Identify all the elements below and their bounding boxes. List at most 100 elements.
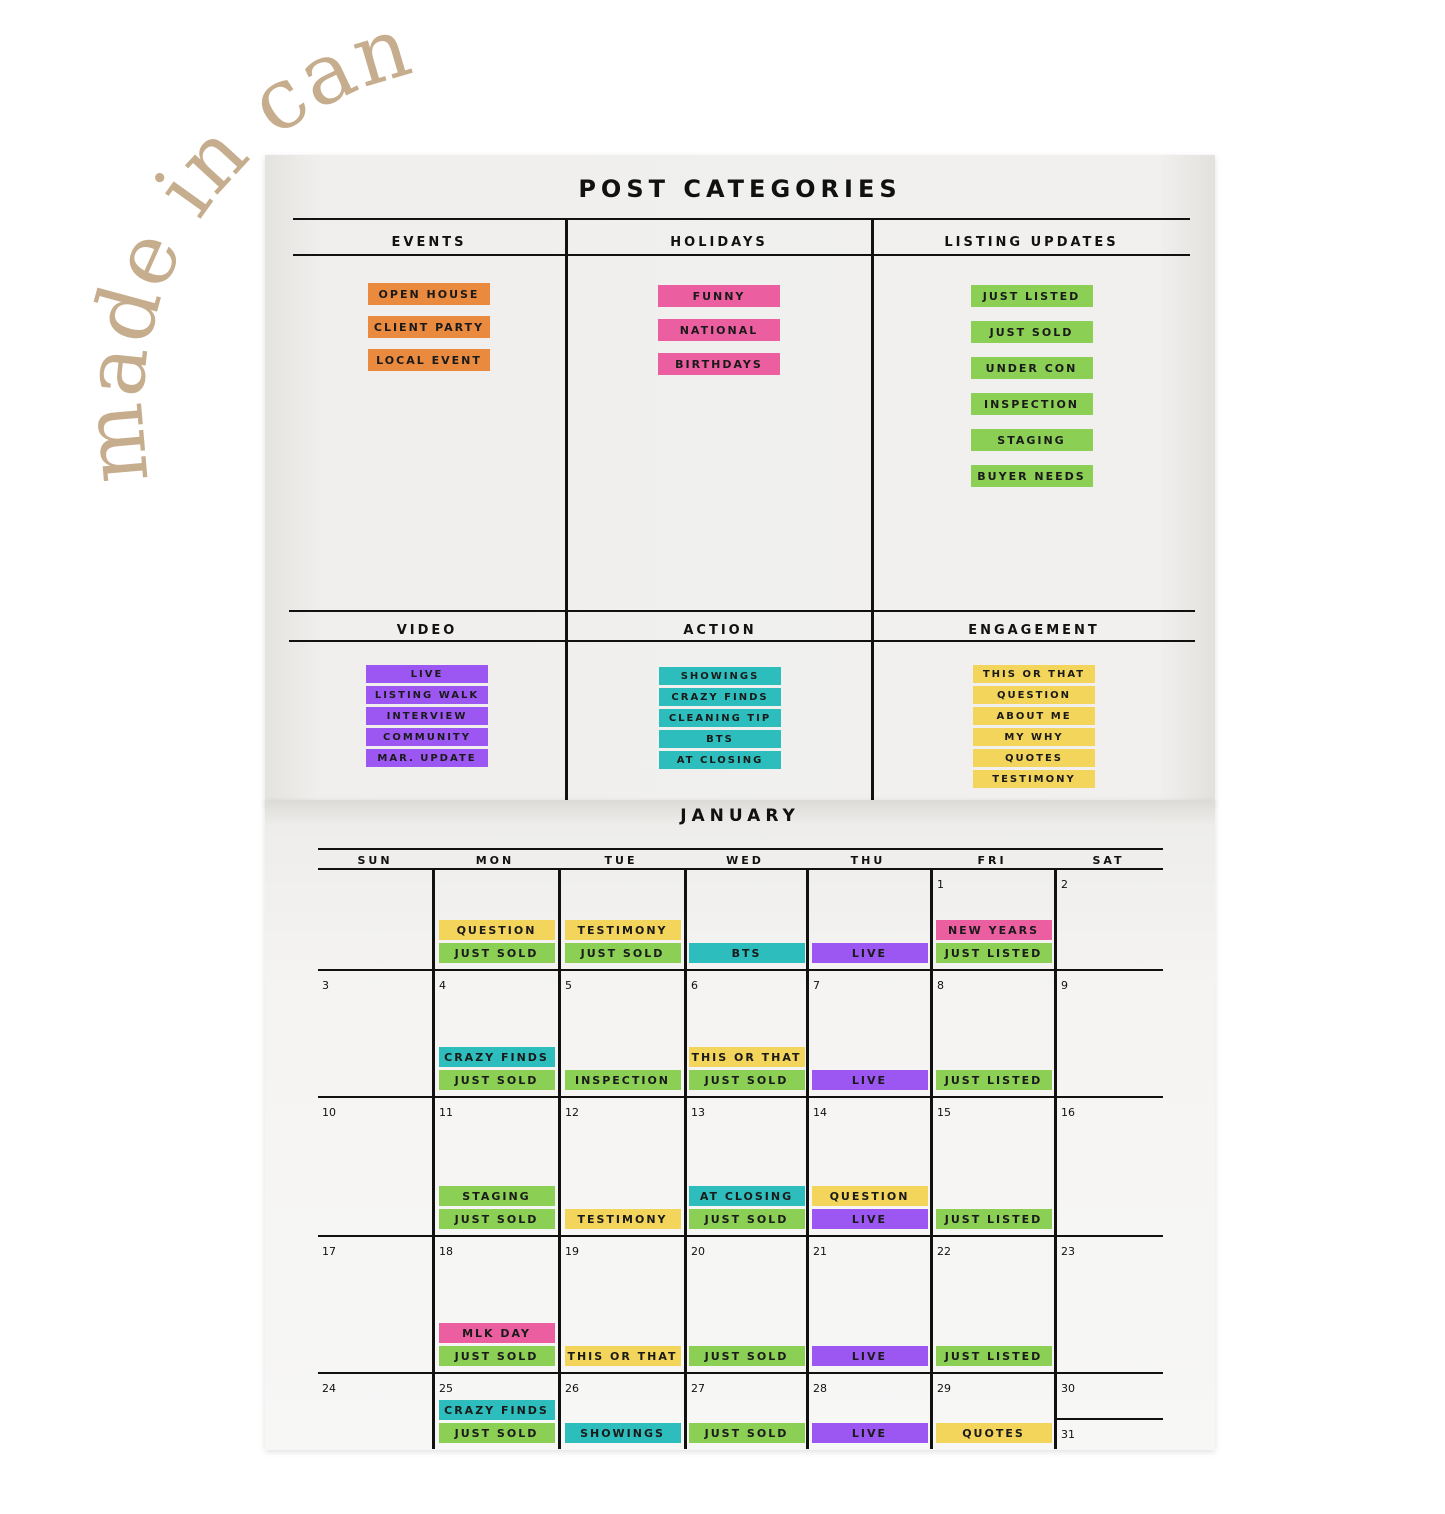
calendar-day-cell: 25 CRAZY FINDS JUST SOLD <box>432 1374 558 1449</box>
day-split-divider <box>1057 1418 1163 1420</box>
day-number: 2 <box>1061 878 1068 891</box>
category-tag: STAGING <box>970 429 1093 451</box>
calendar-post-tag: AT CLOSING <box>688 1186 805 1206</box>
calendar-day-cell: 3 <box>318 971 432 1096</box>
calendar-post-tag: QUOTES <box>935 1423 1052 1443</box>
day-number: 29 <box>937 1382 951 1395</box>
calendar-day-cell: 14 QUESTION LIVE <box>806 1098 930 1235</box>
category-tag-list: THIS OR THAT QUESTION ABOUT ME MY WHY QUOTES… <box>873 665 1195 788</box>
calendar-week-row: QUESTION JUST SOLD TESTIMONY JUST SOLD BTS LI… <box>318 870 1163 971</box>
calendar-post-tag: JUST SOLD <box>438 943 555 963</box>
calendar-post-tag: JUST SOLD <box>688 1070 805 1090</box>
category-tag-list: OPEN HOUSE CLIENT PARTY LOCAL EVENT <box>293 283 565 371</box>
calendar-post-tag: JUST SOLD <box>438 1346 555 1366</box>
category-header-holidays: HOLIDAYS <box>670 235 768 250</box>
day-number: 20 <box>691 1245 705 1258</box>
day-number: 24 <box>322 1382 336 1395</box>
calendar-post-tag: CRAZY FINDS <box>438 1047 555 1067</box>
calendar-post-tag: JUST LISTED <box>935 1346 1052 1366</box>
calendar-week-row: 3 4 CRAZY FINDS JUST SOLD 5 INSPECTION 6 THIS O… <box>318 971 1163 1098</box>
day-number: 13 <box>691 1106 705 1119</box>
calendar-day-cell: 22 JUST LISTED <box>930 1237 1054 1372</box>
calendar-post-tag: MLK DAY <box>438 1323 555 1343</box>
day-number: 9 <box>1061 979 1068 992</box>
divider <box>289 640 1195 642</box>
day-number: 10 <box>322 1106 336 1119</box>
category-tag: QUOTES <box>973 749 1095 767</box>
category-tag: BUYER NEEDS <box>970 465 1093 487</box>
day-number: 1 <box>937 878 944 891</box>
calendar-post-tag: STAGING <box>438 1186 555 1206</box>
category-tag: NATIONAL <box>658 319 780 341</box>
calendar-post-tag: TESTIMONY <box>564 920 681 940</box>
calendar-day-cell: 8 JUST LISTED <box>930 971 1054 1096</box>
calendar-day-cell: 26 SHOWINGS <box>558 1374 684 1449</box>
calendar-day-cell: 11 STAGING JUST SOLD <box>432 1098 558 1235</box>
day-number: 5 <box>565 979 572 992</box>
category-tag: BTS <box>659 730 781 748</box>
category-tag: INTERVIEW <box>366 707 488 725</box>
calendar-post-tag: JUST SOLD <box>564 943 681 963</box>
calendar-post-tag: SHOWINGS <box>564 1423 681 1443</box>
divider <box>293 218 1190 220</box>
day-number: 23 <box>1061 1245 1075 1258</box>
calendar-day-cell: 2 <box>1054 870 1163 969</box>
day-of-week-label: FRI <box>977 854 1007 867</box>
calendar-week-row: 17 18 MLK DAY JUST SOLD 19 THIS OR THAT 20 JUST… <box>318 1237 1163 1374</box>
calendar-post-tag: LIVE <box>811 1070 928 1090</box>
calendar-week-row: 24 25 CRAZY FINDS JUST SOLD 26 SHOWINGS 27 JUST… <box>318 1374 1163 1449</box>
category-header-engagement: ENGAGEMENT <box>968 623 1100 638</box>
calendar-post-tag: JUST SOLD <box>438 1070 555 1090</box>
category-tag: CRAZY FINDS <box>659 688 781 706</box>
day-of-week-label: WED <box>726 854 764 867</box>
calendar-post-tag: THIS OR THAT <box>564 1346 681 1366</box>
calendar-post-tag: THIS OR THAT <box>688 1047 805 1067</box>
category-tag: THIS OR THAT <box>973 665 1095 683</box>
day-number: 11 <box>439 1106 453 1119</box>
divider <box>289 610 1195 612</box>
day-number: 12 <box>565 1106 579 1119</box>
calendar-day-cell: 28 LIVE <box>806 1374 930 1449</box>
calendar-day-cell: 24 <box>318 1374 432 1449</box>
category-header-events: EVENTS <box>391 235 467 250</box>
calendar-day-cell: 30 31 <box>1054 1374 1163 1449</box>
calendar-day-cell: 9 <box>1054 971 1163 1096</box>
category-tag-list: JUST LISTED JUST SOLD UNDER CON INSPECTION S… <box>873 285 1190 487</box>
day-number: 21 <box>813 1245 827 1258</box>
calendar-day-cell: 12 TESTIMONY <box>558 1098 684 1235</box>
calendar-post-tag: LIVE <box>811 943 928 963</box>
category-tag-list: SHOWINGS CRAZY FINDS CLEANING TIP BTS AT CLO… <box>569 667 871 769</box>
category-tag: INSPECTION <box>970 393 1093 415</box>
calendar-post-tag: LIVE <box>811 1209 928 1229</box>
divider <box>565 219 568 804</box>
calendar-post-tag: JUST LISTED <box>935 1070 1052 1090</box>
calendar-day-cell: 29 QUOTES <box>930 1374 1054 1449</box>
day-number: 4 <box>439 979 446 992</box>
category-tag: JUST LISTED <box>970 285 1093 307</box>
category-tag: MY WHY <box>973 728 1095 746</box>
day-number: 6 <box>691 979 698 992</box>
day-number: 26 <box>565 1382 579 1395</box>
category-tag: OPEN HOUSE <box>368 283 490 305</box>
category-tag: JUST SOLD <box>970 321 1093 343</box>
day-number: 16 <box>1061 1106 1075 1119</box>
day-number: 17 <box>322 1245 336 1258</box>
january-calendar-page: JANUARY SUN MON TUE WED THU FRI SAT QUESTION JU… <box>265 800 1215 1450</box>
category-tag: COMMUNITY <box>366 728 488 746</box>
page-title: POST CATEGORIES <box>578 175 902 203</box>
calendar-day-cell: 6 THIS OR THAT JUST SOLD <box>684 971 806 1096</box>
calendar-post-tag: QUESTION <box>811 1186 928 1206</box>
divider <box>871 219 874 804</box>
calendar-grid: SUN MON TUE WED THU FRI SAT QUESTION JUST SOLD T… <box>318 848 1163 1449</box>
calendar-post-tag: INSPECTION <box>564 1070 681 1090</box>
day-number: 18 <box>439 1245 453 1258</box>
day-number: 7 <box>813 979 820 992</box>
category-tag-list: FUNNY NATIONAL BIRTHDAYS <box>567 285 871 375</box>
calendar-post-tag: QUESTION <box>438 920 555 940</box>
days-of-week-header: SUN MON TUE WED THU FRI SAT <box>318 848 1163 870</box>
month-title: JANUARY <box>680 806 800 826</box>
day-number: 25 <box>439 1382 453 1395</box>
calendar-day-cell: 20 JUST SOLD <box>684 1237 806 1372</box>
category-tag: LOCAL EVENT <box>368 349 490 371</box>
category-tag: AT CLOSING <box>659 751 781 769</box>
